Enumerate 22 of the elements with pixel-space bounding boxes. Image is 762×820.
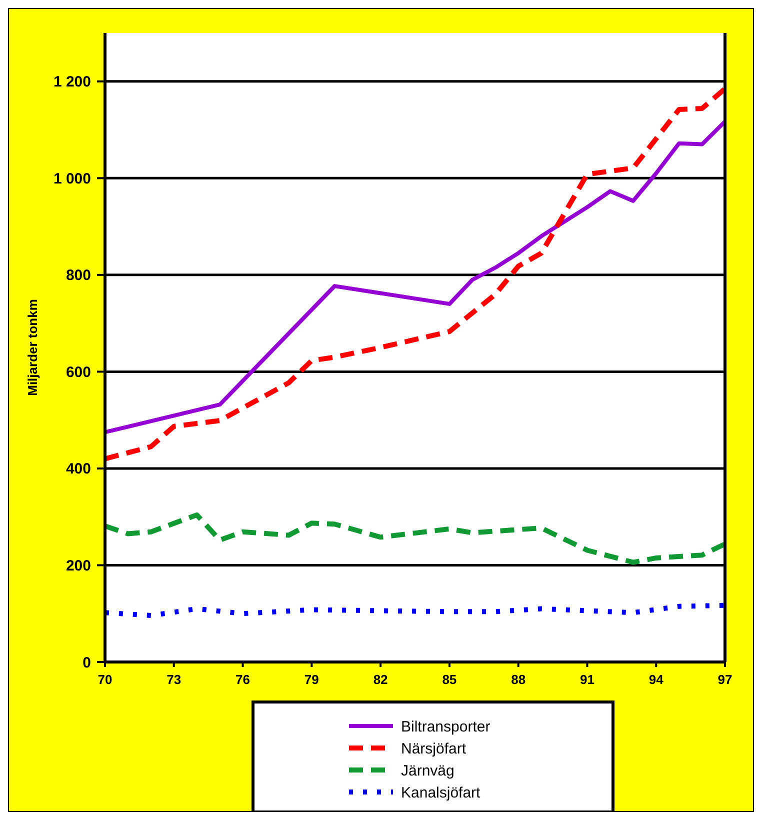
y-tick-label: 400 [66,460,91,478]
y-tick-label: 1 000 [53,170,91,188]
x-tick-label: 85 [442,672,457,687]
x-tick-label: 76 [236,672,250,687]
legend-label: Närsjöfart [401,740,467,758]
x-tick-label: 94 [648,672,664,687]
y-tick-label: 200 [66,557,91,574]
x-tick-label: 91 [580,672,594,687]
x-tick-label: 82 [373,672,388,687]
y-tick-label: 1 200 [53,74,91,91]
y-tick-label: 800 [66,267,91,284]
y-tick-label: 0 [82,654,91,672]
y-axis-title: Miljarder tonkm [25,299,40,396]
legend-label: Kanalsjöfart [401,784,482,802]
x-tick-label: 79 [304,672,319,687]
x-tick-label: 70 [98,672,112,687]
y-tick-label: 600 [66,364,91,381]
x-tick-label: 73 [166,672,182,687]
x-tick-label: 97 [718,672,732,687]
x-tick-label: 88 [511,672,526,687]
legend-label: Järnväg [401,762,454,780]
legend-label: Biltransporter [401,718,490,736]
